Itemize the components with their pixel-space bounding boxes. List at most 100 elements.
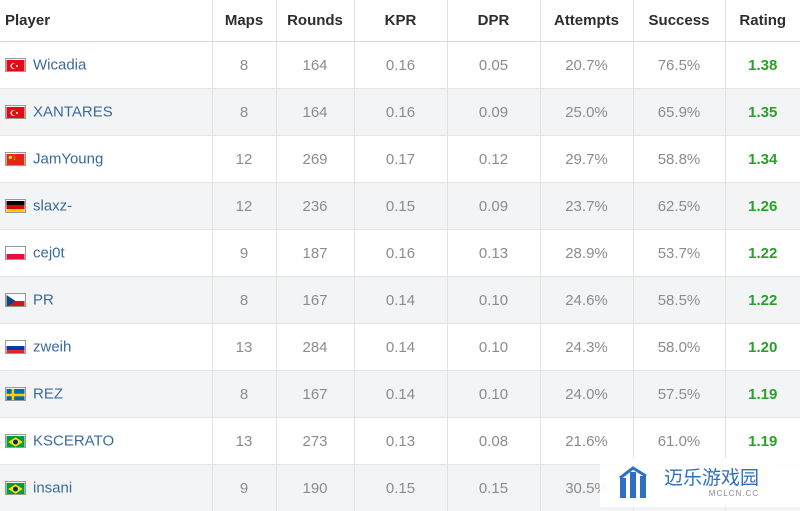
- header-attempts[interactable]: Attempts: [540, 0, 633, 42]
- player-cell: JamYoung: [0, 136, 212, 183]
- player-link[interactable]: JamYoung: [33, 151, 103, 168]
- success-cell: 58.5%: [633, 277, 725, 324]
- russia-flag-icon: [5, 340, 26, 354]
- brazil-flag-icon: [5, 434, 26, 448]
- kpr-cell: 0.16: [354, 89, 447, 136]
- poland-flag-icon: [5, 246, 26, 260]
- player-link[interactable]: Wicadia: [33, 57, 86, 74]
- rounds-cell: 284: [276, 324, 354, 371]
- rounds-cell: 167: [276, 277, 354, 324]
- china-flag-icon: [5, 152, 26, 166]
- dpr-cell: 0.08: [447, 418, 540, 465]
- rounds-cell: 190: [276, 465, 354, 511]
- player-cell: KSCERATO: [0, 418, 212, 465]
- watermark-logo-icon: [618, 466, 658, 500]
- dpr-cell: 0.15: [447, 465, 540, 511]
- table-header-row: Player Maps Rounds KPR DPR Attempts Succ…: [0, 0, 800, 42]
- kpr-cell: 0.16: [354, 42, 447, 89]
- player-link[interactable]: REZ: [33, 386, 63, 403]
- player-link[interactable]: cej0t: [33, 245, 65, 262]
- kpr-cell: 0.16: [354, 230, 447, 277]
- header-success[interactable]: Success: [633, 0, 725, 42]
- header-rating[interactable]: Rating: [725, 0, 800, 42]
- rating-cell: 1.26: [725, 183, 800, 230]
- kpr-cell: 0.13: [354, 418, 447, 465]
- maps-cell: 8: [212, 277, 276, 324]
- success-cell: 76.5%: [633, 42, 725, 89]
- header-player[interactable]: Player: [0, 0, 212, 42]
- attempts-cell: 28.9%: [540, 230, 633, 277]
- success-cell: 57.5%: [633, 371, 725, 418]
- player-cell: Wicadia: [0, 42, 212, 89]
- player-cell: XANTARES: [0, 89, 212, 136]
- kpr-cell: 0.17: [354, 136, 447, 183]
- dpr-cell: 0.13: [447, 230, 540, 277]
- player-cell: cej0t: [0, 230, 212, 277]
- brazil-flag-icon: [5, 481, 26, 495]
- dpr-cell: 0.09: [447, 183, 540, 230]
- player-cell: REZ: [0, 371, 212, 418]
- player-link[interactable]: PR: [33, 292, 54, 309]
- maps-cell: 8: [212, 89, 276, 136]
- rounds-cell: 236: [276, 183, 354, 230]
- attempts-cell: 24.3%: [540, 324, 633, 371]
- maps-cell: 8: [212, 371, 276, 418]
- player-cell: slaxz-: [0, 183, 212, 230]
- rounds-cell: 167: [276, 371, 354, 418]
- attempts-cell: 24.6%: [540, 277, 633, 324]
- rating-cell: 1.35: [725, 89, 800, 136]
- watermark-title: 迈乐游戏园: [664, 467, 759, 489]
- kpr-cell: 0.14: [354, 277, 447, 324]
- maps-cell: 13: [212, 418, 276, 465]
- attempts-cell: 20.7%: [540, 42, 633, 89]
- player-link[interactable]: slaxz-: [33, 198, 72, 215]
- attempts-cell: 24.0%: [540, 371, 633, 418]
- kpr-cell: 0.15: [354, 465, 447, 511]
- rating-cell: 1.19: [725, 371, 800, 418]
- success-cell: 58.8%: [633, 136, 725, 183]
- attempts-cell: 23.7%: [540, 183, 633, 230]
- maps-cell: 13: [212, 324, 276, 371]
- attempts-cell: 29.7%: [540, 136, 633, 183]
- header-dpr[interactable]: DPR: [447, 0, 540, 42]
- header-rounds[interactable]: Rounds: [276, 0, 354, 42]
- success-cell: 58.0%: [633, 324, 725, 371]
- czechia-flag-icon: [5, 293, 26, 307]
- turkey-flag-icon: [5, 58, 26, 72]
- watermark: 迈乐游戏园 MCLCN.CC: [600, 458, 800, 507]
- rating-cell: 1.20: [725, 324, 800, 371]
- rounds-cell: 164: [276, 42, 354, 89]
- dpr-cell: 0.09: [447, 89, 540, 136]
- success-cell: 53.7%: [633, 230, 725, 277]
- header-kpr[interactable]: KPR: [354, 0, 447, 42]
- player-link[interactable]: insani: [33, 480, 72, 497]
- dpr-cell: 0.10: [447, 324, 540, 371]
- dpr-cell: 0.10: [447, 277, 540, 324]
- kpr-cell: 0.15: [354, 183, 447, 230]
- player-link[interactable]: XANTARES: [33, 104, 113, 121]
- dpr-cell: 0.05: [447, 42, 540, 89]
- rounds-cell: 273: [276, 418, 354, 465]
- rating-cell: 1.34: [725, 136, 800, 183]
- success-cell: 65.9%: [633, 89, 725, 136]
- attempts-cell: 25.0%: [540, 89, 633, 136]
- header-maps[interactable]: Maps: [212, 0, 276, 42]
- rating-cell: 1.22: [725, 277, 800, 324]
- dpr-cell: 0.10: [447, 371, 540, 418]
- maps-cell: 8: [212, 42, 276, 89]
- kpr-cell: 0.14: [354, 371, 447, 418]
- rounds-cell: 187: [276, 230, 354, 277]
- sweden-flag-icon: [5, 387, 26, 401]
- player-link[interactable]: KSCERATO: [33, 433, 114, 450]
- player-cell: PR: [0, 277, 212, 324]
- rating-cell: 1.38: [725, 42, 800, 89]
- player-link[interactable]: zweih: [33, 339, 71, 356]
